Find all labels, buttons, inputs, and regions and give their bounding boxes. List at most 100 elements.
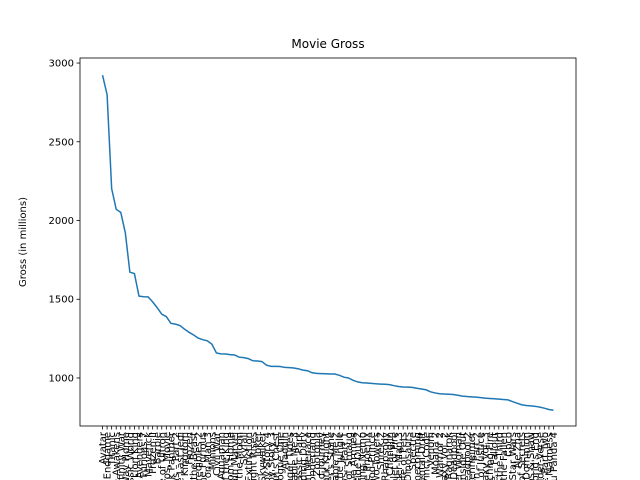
- x-tick-label: Toy Story 3: [267, 432, 278, 480]
- x-tick-label: Pirates of the Caribbean: Dead Man's Che…: [271, 432, 282, 480]
- x-tick-label: Black Panther: [166, 431, 177, 480]
- y-axis-label: Gross (in millions): [18, 197, 29, 287]
- x-tick-label: Ne Zha: [513, 432, 524, 468]
- x-tick-label: Frozen II: [148, 432, 159, 474]
- x-tick-label: Minions: [207, 432, 218, 470]
- x-tick-label: Joker: [253, 431, 264, 458]
- x-tick-label: Aladdin: [280, 432, 291, 470]
- x-tick-label: Jurassic Park: [294, 432, 305, 480]
- x-tick-label: Furious 7: [139, 432, 150, 478]
- x-tick-label: Kung Fu Panda 4: [549, 432, 560, 480]
- x-tick-label: Avatar: [98, 431, 109, 464]
- x-tick-label: Guardians of the Galaxy Vol. 2: [440, 432, 451, 480]
- x-tick-label: Pirates of the Caribbean: On Stranger Ti…: [285, 432, 296, 480]
- chart-title: Movie Gross: [291, 37, 364, 51]
- x-tick-label: Dune: Part Two: [540, 432, 551, 480]
- x-tick-label: The Avengers: [134, 432, 145, 480]
- x-tick-label: Top Gun: Maverick: [144, 432, 155, 480]
- x-tick-label: Avengers: Endgame: [103, 432, 114, 480]
- x-tick-label: Spider-Man: No Way Home: [121, 432, 132, 480]
- x-tick-label: The Super Mario Bros. Movie: [162, 432, 173, 480]
- x-tick-label: Bohemian Rhapsody: [380, 432, 391, 480]
- x-tick-label: Avengers: Infinity War: [116, 431, 127, 480]
- x-tick-label: The Hobbit: An Unexpected Journey: [317, 432, 328, 480]
- x-tick-label: Skyfall: [239, 432, 250, 465]
- x-tick-label: Star Wars: The Rise of Skywalker: [257, 431, 268, 480]
- x-tick-label: Guardians of the Galaxy Vol. 3: [481, 432, 492, 480]
- x-tick-label: Despicable Me 3: [289, 432, 300, 480]
- x-tick-label: Star Wars: The Force Awakens: [112, 432, 123, 480]
- x-tick-label: Coco: [503, 432, 514, 457]
- x-tick-label: Rogue One: [276, 432, 287, 480]
- x-tick-label: Harry Potter and the Philosopher's Stone: [326, 432, 337, 480]
- x-tick-label: Ice Age: Continental Drift: [417, 432, 428, 480]
- y-tick-label: 1500: [49, 295, 74, 306]
- x-tick-label: Frozen: [185, 432, 196, 465]
- x-tick-label: Titanic: [107, 432, 118, 466]
- x-tick-label: Barbie: [153, 432, 164, 464]
- x-tick-label: Spider-Man: Far From Home: [226, 432, 237, 480]
- x-tick-label: Aquaman: [216, 432, 227, 480]
- y-tick-label: 2000: [49, 216, 74, 227]
- x-tick-label: Inside Out: [458, 432, 469, 480]
- x-tick-label: Harry Potter and the Half-Blood Prince: [367, 432, 378, 480]
- x-tick-label: Beauty and the Beast: [189, 432, 200, 480]
- x-tick-label: The Hobbit: The Battle of the Five Armie…: [349, 432, 360, 480]
- x-tick-label: Doctor Strange in the Multiverse of Madn…: [544, 432, 555, 480]
- x-tick-label: Wonder Woman: [453, 432, 464, 480]
- x-tick-label: Star Wars: Episode I – The Phantom Menac…: [303, 432, 314, 480]
- x-tick-label: Batman v Superman: Dawn of Justice: [476, 432, 487, 480]
- x-tick-label: Avengers: Age of Ultron: [157, 432, 168, 480]
- x-tick-label: Deadpool: [449, 432, 460, 480]
- x-tick-label: Jurassic World: [125, 432, 136, 480]
- x-tick-label: Iron Man 3: [203, 432, 214, 480]
- x-tick-label: Transformers: Revenge of the Fallen: [499, 432, 510, 480]
- x-tick-label: The Twilight Saga: Breaking Dawn – Part …: [472, 432, 483, 480]
- x-tick-label: Incredibles 2: [194, 432, 205, 480]
- y-tick-label: 3000: [49, 59, 74, 70]
- y-tick-label: 2500: [49, 137, 74, 148]
- line: [101, 74, 554, 411]
- x-tick-label: Harry Potter and the Chamber of Secrets: [517, 432, 528, 480]
- x-tick-label: The Lord of the Rings: The Two Towers: [371, 432, 382, 480]
- x-tick-label: The Hobbit: The Desolation of Smaug: [344, 432, 355, 480]
- x-tick-label: Mission: Impossible – Fallout: [490, 432, 501, 480]
- x-tick-label: Harry Potter and the Deathly Hallows – P…: [171, 432, 182, 480]
- x-tick-label: Moana 2: [431, 432, 442, 475]
- x-tick-label: Deadpool 2: [462, 432, 473, 480]
- x-tick-label: Despicable Me 2: [330, 432, 341, 480]
- x-tick-label: Oppenheimer: [467, 431, 478, 480]
- x-tick-label: Zootopia: [312, 432, 323, 476]
- x-tick-label: Finding Nemo: [358, 432, 369, 480]
- x-tick-label: Spectre: [408, 432, 419, 470]
- y-tick-label: 1000: [49, 373, 74, 384]
- x-tick-label: The Da Vinci Code: [421, 432, 432, 480]
- x-tick-label: The Dark Knight: [321, 432, 332, 480]
- x-tick-label: Jumanji: Welcome to the Jungle: [335, 432, 346, 480]
- x-tick-label: The Fate of the Furious: [198, 432, 209, 480]
- x-tick-label: Shrek the Third: [494, 432, 505, 480]
- x-tick-label: Star Wars: The Last Jedi: [175, 432, 186, 480]
- x-tick-label: Hobbs & Shaw: [526, 432, 537, 480]
- x-tick-label: Shrek 2: [376, 432, 387, 470]
- x-tick-label: Transformers: Age of Extinction: [244, 432, 255, 480]
- x-tick-label: Pirates of the Caribbean: At World's End: [531, 432, 542, 480]
- x-tick-label: Thor: Ragnarok: [444, 432, 455, 480]
- x-tick-label: The Lion King: [130, 432, 141, 480]
- x-tick-label: The Dark Knight Rises: [248, 432, 259, 480]
- x-tick-label: The Secret Life of Pets: [399, 432, 410, 480]
- x-tick-label: Spider-Man: Across the Spider-Verse: [535, 432, 546, 480]
- x-tick-label: Wolf Warrior 2: [435, 432, 446, 480]
- x-tick-label: Captain Marvel: [230, 432, 241, 480]
- x-tick-label: Ice Age: Dawn of the Dinosaurs: [403, 432, 414, 480]
- x-tick-label: The Battle at Lake Changjin: [385, 432, 396, 480]
- x-tick-label: Alice in Wonderland: [308, 432, 319, 480]
- x-tick-label: Toy Story 4: [262, 432, 273, 480]
- x-tick-label: Spider-Man: Homecoming: [412, 432, 423, 480]
- x-tick-label: Inside Out 2: [353, 432, 364, 480]
- x-tick-label: Spider-Man 3: [394, 432, 405, 480]
- x-tick-label: Harry Potter and the Order of the Phoeni…: [362, 432, 373, 480]
- x-tick-label: Venom: [426, 432, 437, 466]
